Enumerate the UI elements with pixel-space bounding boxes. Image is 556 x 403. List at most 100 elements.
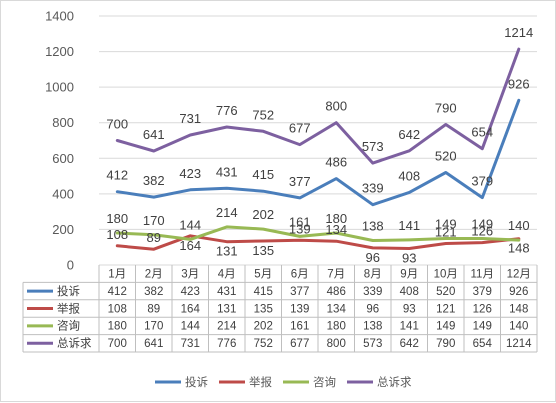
table-cell: 180 [327,321,346,333]
table-cell: 752 [254,338,273,350]
series-line [115,98,521,207]
legend-label: 咨询 [313,375,336,389]
data-label: 96 [366,250,380,265]
table-cell: 135 [254,303,273,315]
data-label: 642 [398,127,420,142]
data-label: 486 [325,155,347,170]
table-cell: 379 [473,286,492,298]
table-cell: 139 [290,303,309,315]
table-cell: 108 [108,303,127,315]
table-cell: 149 [473,321,492,333]
data-label: 377 [289,174,311,189]
legend-label: 举报 [249,375,272,389]
data-label: 89 [147,230,161,245]
data-label: 138 [362,218,384,233]
table-series-label: 咨询 [57,319,80,333]
data-label: 423 [179,166,201,181]
data-label: 700 [106,117,128,132]
table-cell: 161 [290,321,309,333]
y-tick-label: 600 [52,151,74,166]
data-label: 800 [325,99,347,114]
data-label: 790 [435,100,457,115]
data-label: 677 [289,121,311,136]
data-label: 408 [398,168,420,183]
data-label: 431 [216,164,238,179]
y-tick-label: 0 [67,258,74,273]
data-label: 121 [435,224,457,239]
table-cell: 412 [108,286,127,298]
data-label: 926 [508,76,530,91]
table-cell: 731 [181,338,200,350]
table-cell: 700 [108,338,127,350]
data-label: 149 [471,216,493,231]
data-label: 520 [435,149,457,164]
y-tick-label: 1200 [45,44,74,59]
data-label: 149 [435,216,457,231]
data-label: 202 [252,207,274,222]
table-cell: 170 [144,321,163,333]
data-label: 164 [179,238,201,253]
x-tick-label: 12月 [507,269,531,281]
data-label: 214 [216,205,238,220]
table-cell: 573 [363,338,382,350]
data-label: 140 [508,218,530,233]
data-label: 126 [471,224,493,239]
x-tick-label: 9月 [400,269,418,281]
table-series-label: 总诉求 [57,336,92,350]
table-cell: 382 [144,286,163,298]
y-tick-label: 1000 [45,80,74,95]
table-cell: 423 [181,286,200,298]
legend-label: 总诉求 [377,375,412,389]
y-tick-label: 400 [52,186,74,201]
data-label: 731 [179,111,201,126]
y-tick-label: 1400 [45,9,74,24]
data-label: 144 [179,217,201,232]
table-cell: 642 [400,338,419,350]
table-cell: 800 [327,338,346,350]
data-label: 135 [252,243,274,258]
table-cell: 138 [363,321,382,333]
table-cell: 134 [327,303,347,315]
table-cell: 93 [403,303,416,315]
data-label: 134 [325,222,347,237]
data-label: 161 [289,214,311,229]
table-cell: 148 [509,303,528,315]
x-tick-label: 5月 [254,269,272,281]
table-cell: 520 [436,286,455,298]
x-tick-label: 6月 [291,269,309,281]
table-cell: 677 [290,338,309,350]
table-cell: 431 [217,286,236,298]
table-series-label: 投诉 [57,284,80,298]
table-cell: 202 [254,321,273,333]
x-tick-label: 8月 [364,269,382,281]
table-cell: 141 [400,321,419,333]
table-cell: 377 [290,286,309,298]
table-cell: 131 [217,303,236,315]
table-cell: 776 [217,338,236,350]
x-tick-label: 7月 [327,269,345,281]
table-cell: 641 [144,338,163,350]
data-label: 573 [362,139,384,154]
table-cell: 121 [436,303,455,315]
table-cell: 790 [436,338,455,350]
data-label: 415 [252,167,274,182]
table-cell: 140 [509,321,528,333]
table-cell: 96 [366,303,379,315]
series-line [115,47,521,165]
data-label: 139 [289,221,311,236]
x-tick-label: 3月 [181,269,199,281]
data-label: 654 [471,125,493,140]
table-cell: 126 [473,303,492,315]
table-cell: 486 [327,286,346,298]
x-tick-label: 4月 [218,269,236,281]
data-label: 379 [471,174,493,189]
data-label: 180 [106,211,128,226]
data-label: 412 [106,168,128,183]
table-cell: 926 [509,286,528,298]
table-series-label: 举报 [57,301,80,315]
data-label: 752 [252,107,274,122]
data-label: 641 [143,127,165,142]
data-label: 108 [106,227,128,242]
